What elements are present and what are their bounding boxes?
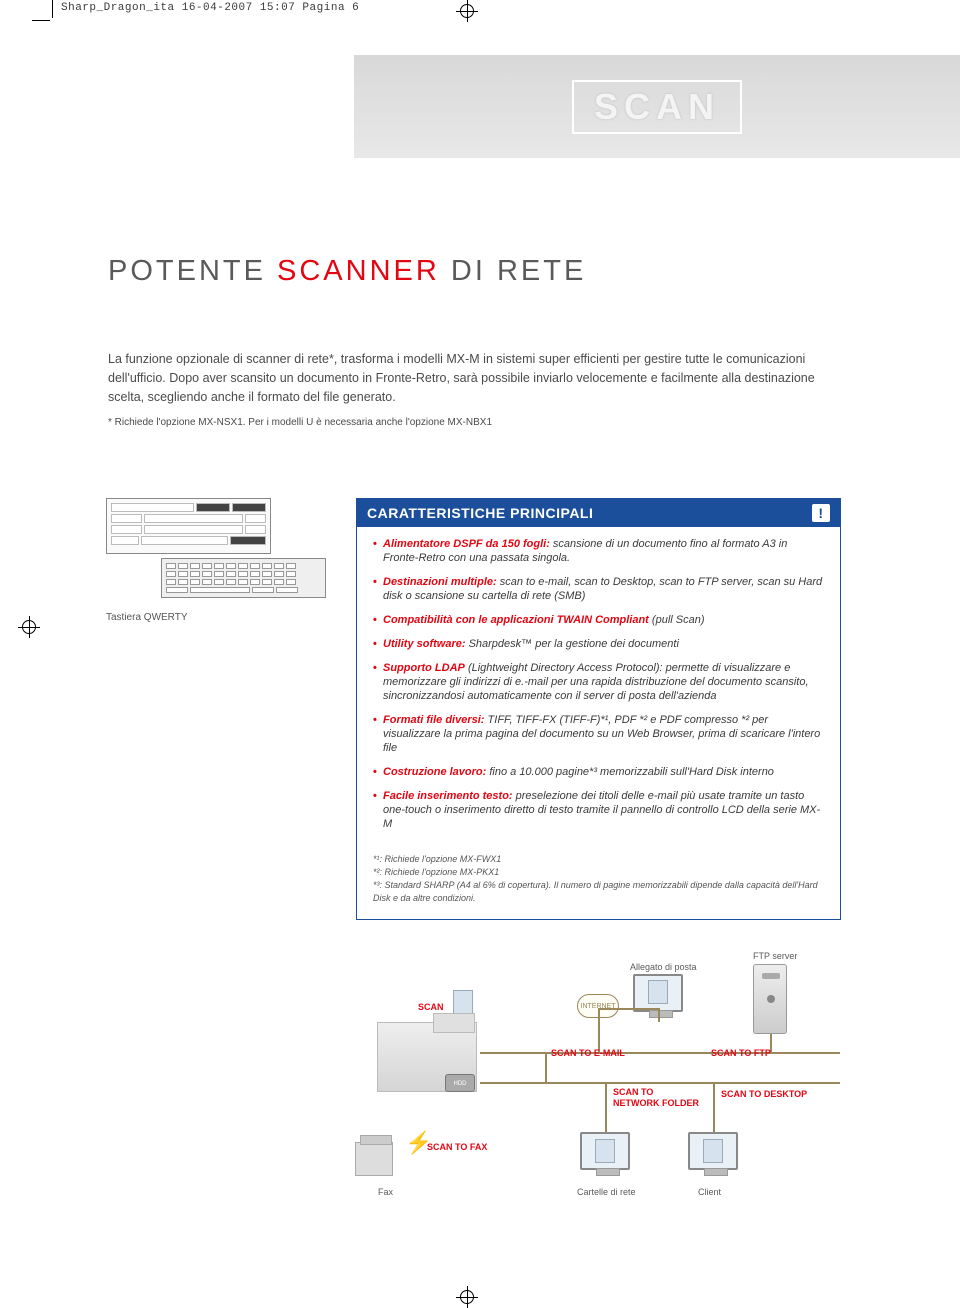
intro-paragraph: La funzione opzionale di scanner di rete… [108, 350, 848, 407]
lbl-scan-netfolder1: SCAN TO [613, 1087, 653, 1097]
feature-item: Costruzione lavoro: fino a 10.000 pagine… [373, 765, 824, 779]
feature-bold: Destinazioni multiple: [383, 576, 497, 588]
feature-item: Supporto LDAP (Lightweight Directory Acc… [373, 661, 824, 703]
wire [605, 1082, 607, 1132]
keyboard-caption: Tastiera QWERTY [106, 612, 328, 623]
wire [658, 1008, 660, 1022]
wire [598, 1008, 600, 1052]
wire [545, 1052, 547, 1082]
lbl-ftpserver: FTP server [753, 951, 797, 961]
feature-bold: Facile inserimento testo: [383, 790, 513, 802]
feature-item: Compatibilità con le applicazioni TWAIN … [373, 613, 824, 627]
feature-bold: Alimentatore DSPF da 150 fogli: [383, 538, 550, 550]
wire [480, 1082, 840, 1084]
info-icon: ! [812, 504, 830, 522]
lbl-scan-ftp: SCAN TO FTP [711, 1048, 771, 1058]
feature-bold: Formati file diversi: [383, 714, 484, 726]
feature-bold: Costruzione lavoro: [383, 766, 486, 778]
section-banner: SCAN [354, 55, 960, 158]
feature-item: Facile inserimento testo: preselezione d… [373, 789, 824, 831]
feature-text: (pull Scan) [649, 614, 705, 626]
intro-block: La funzione opzionale di scanner di rete… [108, 350, 848, 432]
feature-heading: CARATTERISTICHE PRINCIPALI ! [357, 499, 840, 527]
feature-bold: Utility software: [383, 638, 466, 650]
feature-heading-text: CARATTERISTICHE PRINCIPALI [367, 505, 593, 521]
feature-footnotes: *¹: Richiede l'opzione MX-FWX1 *²: Richi… [357, 853, 840, 919]
scan-diagram: Allegato di posta FTP server INTERNET SC… [355, 942, 855, 1202]
intro-footnote: * Richiede l'opzione MX-NSX1. Per i mode… [108, 413, 848, 432]
wire [713, 1082, 715, 1132]
lbl-fax: Fax [378, 1187, 393, 1197]
footnote: *²: Richiede l'opzione MX-PKX1 [373, 866, 824, 879]
lbl-scan: SCAN [418, 1002, 444, 1012]
lbl-client: Client [698, 1187, 721, 1197]
footnote: *¹: Richiede l'opzione MX-FWX1 [373, 853, 824, 866]
file-icon [453, 990, 473, 1014]
file-icon [648, 980, 668, 1004]
title-pre: POTENTE [108, 255, 277, 287]
title-post: DI RETE [440, 255, 586, 287]
lbl-scan-fax: SCAN TO FAX [427, 1142, 487, 1152]
page-title: POTENTE SCANNER DI RETE [108, 255, 586, 288]
feature-text: fino a 10.000 pagine*³ memorizzabili sul… [486, 766, 774, 778]
lbl-allegato: Allegato di posta [630, 962, 697, 972]
feature-text: Sharpdesk™ per la gestione dei documenti [466, 638, 679, 650]
file-icon [703, 1139, 723, 1163]
feature-box: CARATTERISTICHE PRINCIPALI ! Alimentator… [356, 498, 841, 920]
file-icon [595, 1139, 615, 1163]
prepress-header: Sharp_Dragon_ita 16-04-2007 15:07 Pagina… [61, 2, 359, 14]
feature-bold: Supporto LDAP [383, 662, 465, 674]
wire [598, 1008, 658, 1010]
feature-item: Destinazioni multiple: scan to e-mail, s… [373, 575, 824, 603]
lbl-scan-desktop: SCAN TO DESKTOP [721, 1089, 807, 1099]
feature-item: Utility software: Sharpdesk™ per la gest… [373, 637, 824, 651]
feature-list: Alimentatore DSPF da 150 fogli: scansion… [357, 527, 840, 853]
footnote: *³: Standard SHARP (A4 al 6% di copertur… [373, 879, 824, 905]
feature-bold: Compatibilità con le applicazioni TWAIN … [383, 614, 649, 626]
feature-item: Formati file diversi: TIFF, TIFF-FX (TIF… [373, 713, 824, 755]
banner-text: SCAN [572, 80, 742, 134]
feature-item: Alimentatore DSPF da 150 fogli: scansion… [373, 537, 824, 565]
keyboard-figure: Tastiera QWERTY [106, 498, 328, 623]
keyboard-keys [161, 558, 326, 598]
hdd-icon: HDD [445, 1074, 475, 1092]
server-icon [753, 964, 787, 1034]
lbl-cartelle: Cartelle di rete [577, 1187, 636, 1197]
wire [480, 1052, 840, 1054]
lbl-scan-netfolder2: NETWORK FOLDER [613, 1098, 699, 1108]
keyboard-screen [106, 498, 271, 554]
lbl-scan-email: SCAN TO E-MAIL [551, 1048, 625, 1058]
fax-icon [355, 1142, 393, 1176]
title-accent: SCANNER [277, 255, 440, 287]
